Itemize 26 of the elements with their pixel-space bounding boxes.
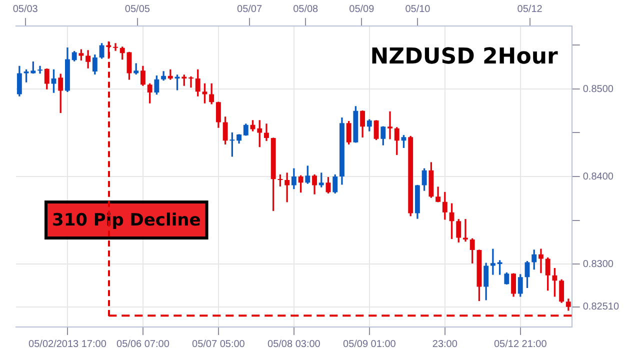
y-tick-label: 0.8500 xyxy=(582,84,614,95)
text: NZDUSD 2Hour xyxy=(370,44,558,70)
x-tick-label: 05/08 03:00 xyxy=(268,338,321,350)
x2-tick-label: 05/12 xyxy=(517,4,543,15)
y-tick-label: 0.82510 xyxy=(582,302,620,313)
x-tick-label: 05/07 05:00 xyxy=(192,338,246,350)
x2-tick-label: 05/07 xyxy=(237,4,262,15)
x2-tick-label: 05/09 xyxy=(349,4,375,15)
x-tick-label: 05/02/2013 17:00 xyxy=(28,338,107,350)
candlestick xyxy=(284,172,290,202)
candlestick xyxy=(188,76,194,88)
x2-tick-label: 05/08 xyxy=(293,4,319,15)
y-tick-label: 0.8400 xyxy=(582,171,614,182)
candlestick xyxy=(490,248,496,275)
x-tick-label: 05/09 01:00 xyxy=(343,338,396,350)
x2-tick-label: 05/10 xyxy=(405,4,431,15)
candlestick xyxy=(38,66,42,74)
x-tick-label: 05/06 07:00 xyxy=(116,338,170,350)
y-tick-label: 0.8300 xyxy=(582,258,614,270)
x-tick-label: 23:00 xyxy=(432,338,458,350)
x2-tick-label: 05/05 xyxy=(124,4,150,15)
x-tick-label: 05/12 21:00 xyxy=(494,338,548,350)
candlestick xyxy=(113,43,118,51)
x2-tick-label: 05/03 xyxy=(12,4,38,15)
candlestick xyxy=(388,111,392,140)
candlestick xyxy=(538,248,544,274)
